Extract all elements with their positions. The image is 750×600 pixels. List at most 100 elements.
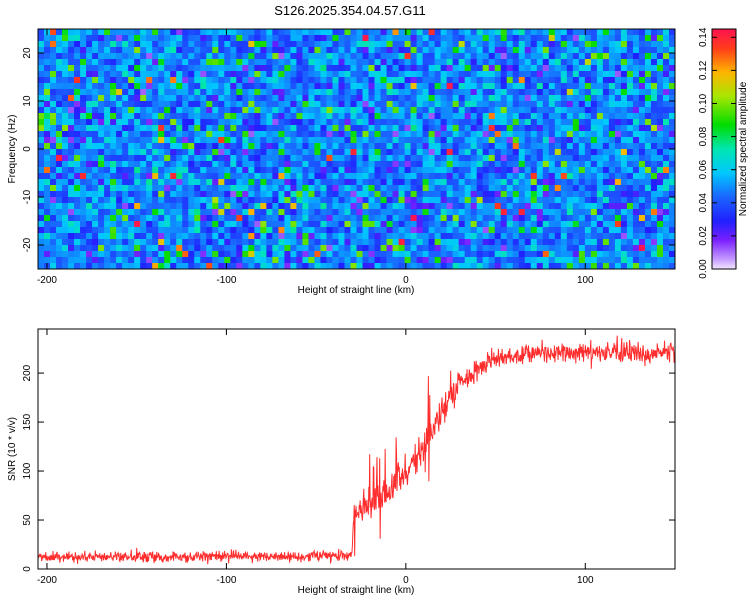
heatmap-cell — [446, 185, 454, 192]
heatmap-cell — [572, 257, 580, 264]
heatmap-cell — [656, 221, 664, 228]
heatmap-cell — [164, 71, 171, 78]
heatmap-cell — [206, 161, 213, 168]
heatmap-cell — [608, 167, 616, 174]
heatmap-cell — [560, 119, 568, 126]
heatmap-cell — [458, 131, 466, 138]
heatmap-cell — [86, 119, 93, 126]
heatmap-cell — [194, 83, 201, 90]
heatmap-cell — [362, 221, 369, 228]
heatmap-cell — [650, 47, 658, 54]
heatmap-cell — [458, 107, 466, 114]
heatmap-cell — [254, 173, 261, 180]
heatmap-cell — [560, 221, 568, 228]
heatmap-cell — [290, 125, 297, 132]
heatmap-cell — [62, 71, 69, 78]
heatmap-cell — [620, 221, 628, 228]
heatmap-cell — [470, 263, 478, 270]
heatmap-cell — [122, 83, 129, 90]
heatmap-cell — [206, 53, 213, 60]
heatmap-cell — [134, 83, 141, 90]
heatmap-cell — [314, 131, 321, 138]
heatmap-cell — [308, 71, 315, 78]
heatmap-cell — [308, 77, 315, 84]
heatmap-cell — [356, 155, 363, 162]
heatmap-cell — [584, 191, 592, 198]
heatmap-cell — [164, 47, 171, 54]
heatmap-cell — [260, 29, 267, 36]
heatmap-cell — [50, 233, 57, 240]
heatmap-cell — [470, 203, 478, 210]
heatmap-cell — [566, 239, 574, 246]
heatmap-cell — [320, 173, 327, 180]
heatmap-cell — [242, 191, 249, 198]
heatmap-cell — [530, 41, 538, 48]
heatmap-cell — [230, 35, 237, 42]
heatmap-cell — [584, 41, 592, 48]
heatmap-cell — [278, 113, 285, 120]
heatmap-cell — [578, 29, 586, 36]
heatmap-cell — [128, 173, 135, 180]
heatmap-cell — [434, 77, 442, 84]
heatmap-cell — [128, 131, 135, 138]
heatmap-cell — [128, 107, 135, 114]
heatmap-cell — [290, 227, 297, 234]
heatmap-cell — [644, 83, 652, 90]
heatmap-cell — [62, 89, 69, 96]
heatmap-cell — [44, 161, 51, 168]
heatmap-cell — [350, 161, 357, 168]
heatmap-cell — [428, 227, 436, 234]
heatmap-cell — [440, 119, 448, 126]
heatmap-cell — [374, 161, 381, 168]
heatmap-cell — [500, 209, 508, 216]
heatmap-cell — [206, 77, 213, 84]
heatmap-cell — [440, 203, 448, 210]
heatmap-cell — [320, 113, 327, 120]
heatmap-cell — [584, 53, 592, 60]
heatmap-cell — [356, 101, 363, 108]
heatmap-cell — [230, 173, 237, 180]
heatmap-cell — [254, 95, 261, 102]
heatmap-cell — [272, 245, 279, 252]
heatmap-cell — [410, 173, 417, 180]
heatmap-cell — [662, 257, 670, 264]
heatmap-cell — [110, 179, 117, 186]
heatmap-cell — [362, 131, 369, 138]
heatmap-cell — [614, 119, 622, 126]
heatmap-cell — [488, 215, 496, 222]
heatmap-cell — [614, 173, 622, 180]
heatmap-cell — [146, 113, 153, 120]
heatmap-cell — [470, 125, 478, 132]
heatmap-cell — [266, 101, 273, 108]
heatmap-cell — [332, 179, 339, 186]
heatmap-cell — [494, 173, 502, 180]
heatmap-cell — [656, 149, 664, 156]
heatmap-cell — [74, 203, 81, 210]
heatmap-cell — [590, 65, 598, 72]
heatmap-cell — [434, 35, 442, 42]
heatmap-cell — [632, 35, 640, 42]
heatmap-cell — [158, 179, 165, 186]
heatmap-cell — [398, 71, 405, 78]
heatmap-cell — [446, 41, 454, 48]
heatmap-cell — [422, 161, 430, 168]
heatmap-cell — [74, 161, 81, 168]
heatmap-cell — [110, 65, 117, 72]
heatmap-cell — [134, 221, 141, 228]
heatmap-cell — [224, 29, 231, 36]
y-tick-label: 150 — [22, 413, 33, 430]
heatmap-cell — [656, 107, 664, 114]
heatmap-cell — [470, 245, 478, 252]
heatmap-cell — [404, 35, 411, 42]
heatmap-cell — [122, 59, 129, 66]
heatmap-cell — [434, 161, 442, 168]
heatmap-cell — [368, 263, 375, 270]
heatmap-cell — [230, 53, 237, 60]
heatmap-cell — [440, 197, 448, 204]
heatmap-cell — [620, 245, 628, 252]
heatmap-cell — [332, 77, 339, 84]
heatmap-cell — [578, 95, 586, 102]
heatmap-cell — [236, 41, 243, 48]
heatmap-cell — [656, 203, 664, 210]
heatmap-cell — [518, 107, 526, 114]
